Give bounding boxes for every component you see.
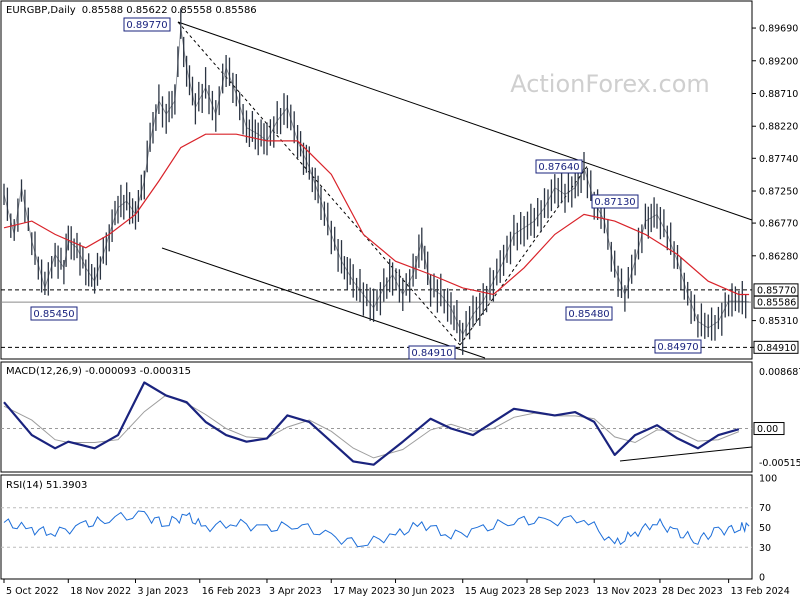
annotation-label: 0.89770 bbox=[126, 20, 167, 31]
lower-channel-trendline bbox=[161, 247, 486, 359]
macd-tick-label: 0.008687 bbox=[759, 367, 800, 378]
annotation-label: 0.87130 bbox=[594, 197, 635, 208]
watermark: ActionForex.com bbox=[510, 70, 710, 98]
macd-zero-label: 0.00 bbox=[757, 424, 778, 435]
date-tick-label: 13 Nov 2023 bbox=[596, 586, 657, 597]
date-tick-label: 13 Feb 2024 bbox=[731, 586, 790, 597]
macd-line bbox=[3, 381, 740, 466]
macd-layer: 0.0086870.00-0.0051560.00 bbox=[1, 367, 800, 469]
price-tick-label: 0.87740 bbox=[759, 154, 798, 165]
date-tick-label: 15 Aug 2023 bbox=[465, 586, 526, 597]
moving-average-line bbox=[3, 133, 750, 296]
date-tick-label: 28 Dec 2023 bbox=[662, 586, 723, 597]
date-tick-label: 3 Apr 2023 bbox=[269, 586, 322, 597]
macd-support-trendline bbox=[619, 446, 753, 462]
price-tick-label: 0.86770 bbox=[759, 219, 798, 230]
current-price-label: 0.85586 bbox=[757, 298, 796, 309]
price-close-line bbox=[3, 27, 750, 336]
macd-panel-title: MACD(12,26,9) -0.000093 -0.000315 bbox=[6, 366, 191, 377]
annotation-label: 0.85480 bbox=[568, 309, 609, 320]
current-price-box bbox=[753, 295, 799, 309]
price-annotations: 0.89770 0.85450 0.84910 0.87640 0.87130 0.854… bbox=[30, 17, 702, 360]
date-axis: 5 Oct 2022 18 Nov 2022 3 Jan 2023 16 Feb 20… bbox=[3, 579, 790, 597]
rsi-tick-label: 0 bbox=[759, 573, 765, 584]
price-tick-label: 0.88220 bbox=[759, 122, 798, 133]
trendlines bbox=[161, 21, 753, 462]
annotation-box bbox=[535, 159, 583, 174]
annotation-label: 0.87640 bbox=[538, 162, 579, 173]
level-label: 0.85770 bbox=[757, 285, 796, 296]
annotation-box bbox=[591, 194, 639, 209]
macd-signal-line bbox=[3, 394, 740, 459]
price-tick-label: 0.85310 bbox=[759, 316, 798, 327]
date-tick-label: 5 Oct 2022 bbox=[6, 586, 59, 597]
date-tick-label: 18 Nov 2022 bbox=[70, 586, 131, 597]
macd-zero-box bbox=[753, 422, 785, 436]
dashed-fib-line-2 bbox=[459, 164, 589, 346]
annotation-box bbox=[30, 306, 78, 321]
price-tick-label: 0.86280 bbox=[759, 251, 798, 262]
rsi-line bbox=[3, 510, 750, 548]
date-tick-label: 17 May 2023 bbox=[333, 586, 395, 597]
annotation-box bbox=[565, 306, 613, 321]
upper-channel-trendline bbox=[177, 21, 753, 221]
price-axis: 0.89690 0.89200 0.88710 0.88220 0.87740 0.872… bbox=[752, 24, 799, 354]
annotation-box bbox=[654, 339, 702, 354]
rsi-panel-title: RSI(14) 51.3903 bbox=[6, 480, 87, 491]
macd-panel-frame bbox=[0, 361, 753, 473]
annotation-box bbox=[123, 17, 171, 32]
rsi-tick-label: 70 bbox=[759, 503, 771, 514]
rsi-tick-label: 30 bbox=[759, 543, 771, 554]
price-panel-frame bbox=[0, 0, 753, 360]
date-tick-label: 28 Sep 2023 bbox=[529, 586, 589, 597]
annotation-label: 0.84970 bbox=[657, 342, 698, 353]
rsi-layer: 100 70 50 30 0 bbox=[1, 474, 777, 584]
date-tick-label: 16 Feb 2023 bbox=[202, 586, 261, 597]
rsi-tick-label: 50 bbox=[759, 523, 771, 534]
annotation-box bbox=[408, 345, 456, 360]
price-tick-label: 0.89690 bbox=[759, 24, 798, 35]
date-tick-label: 30 Jun 2023 bbox=[398, 586, 455, 597]
level-label: 0.84910 bbox=[757, 343, 796, 354]
rsi-panel-frame bbox=[0, 474, 753, 580]
price-tick-label: 0.87250 bbox=[759, 187, 798, 198]
macd-tick-label: -0.005156 bbox=[759, 458, 800, 469]
annotation-label: 0.85450 bbox=[33, 309, 74, 320]
level-label-box bbox=[753, 340, 799, 354]
price-tick-label: 0.88710 bbox=[759, 89, 798, 100]
annotation-label: 0.84910 bbox=[411, 348, 452, 359]
price-tick-label: 0.89200 bbox=[759, 56, 798, 67]
price-panel-title: EURGBP,Daily 0.85588 0.85622 0.85558 0.85… bbox=[6, 5, 257, 16]
rsi-tick-label: 100 bbox=[759, 474, 777, 485]
date-tick-label: 3 Jan 2023 bbox=[137, 586, 188, 597]
